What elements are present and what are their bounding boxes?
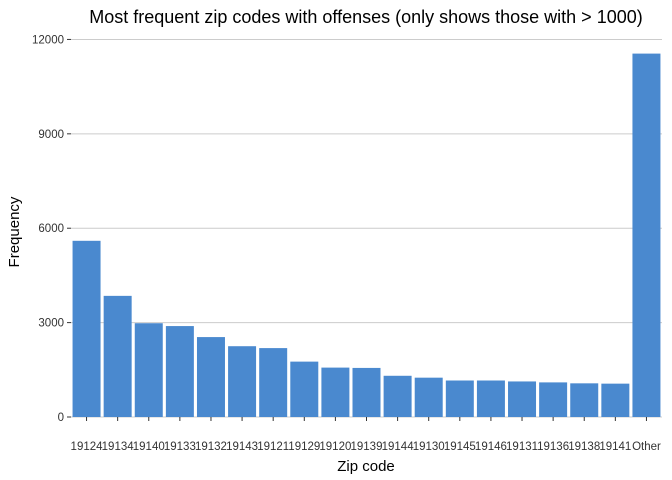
x-tick-label: 19120 [319, 441, 351, 453]
y-axis: 0 3000 6000 9000 12000 [32, 34, 71, 424]
x-tick-label: 19129 [288, 441, 320, 453]
bar [383, 375, 412, 417]
bar [259, 348, 288, 417]
x-tick-label: 19140 [133, 441, 165, 453]
x-tick-label: 19145 [444, 441, 476, 453]
y-tick-label: 0 [58, 412, 64, 424]
bar [445, 380, 474, 417]
x-tick-label: 19132 [195, 441, 227, 453]
x-axis: 19124 19134 19140 19133 19132 19143 19121 19129… [71, 417, 661, 453]
bar [321, 367, 350, 417]
x-tick-label: 19134 [102, 441, 135, 453]
x-tick-label: Other [632, 441, 661, 453]
bar [103, 295, 132, 417]
x-tick-label: 19143 [226, 441, 258, 453]
x-tick-label: 19131 [506, 441, 538, 453]
bar [539, 382, 568, 417]
bar [134, 323, 163, 417]
bar [290, 361, 319, 417]
bar [476, 380, 505, 417]
bar [508, 381, 537, 417]
bar [601, 383, 630, 417]
bars [72, 53, 661, 417]
x-tick-label: 19124 [71, 441, 104, 453]
bar [196, 337, 225, 417]
bar [414, 377, 443, 417]
y-tick-label: 9000 [38, 129, 64, 141]
y-axis-label: Frequency [6, 196, 23, 267]
x-tick-label: 19146 [475, 441, 507, 453]
x-tick-label: 19144 [382, 441, 415, 453]
x-tick-label: 19133 [164, 441, 196, 453]
y-tick-label: 12000 [32, 34, 64, 46]
x-tick-label: 19136 [537, 441, 569, 453]
chart-title: Most frequent zip codes with offenses (o… [89, 7, 642, 27]
bar [570, 383, 599, 417]
x-axis-label: Zip code [337, 458, 395, 475]
bar [632, 53, 661, 417]
x-tick-label: 19130 [413, 441, 445, 453]
x-tick-label: 19138 [568, 441, 600, 453]
bar [352, 367, 381, 417]
y-tick-label: 6000 [38, 223, 64, 235]
bar [72, 240, 101, 417]
bar [165, 326, 194, 417]
x-tick-label: 19121 [257, 441, 289, 453]
y-tick-label: 3000 [38, 318, 64, 330]
bar [228, 346, 257, 417]
x-tick-label: 19139 [351, 441, 383, 453]
x-tick-label: 19141 [599, 441, 631, 453]
